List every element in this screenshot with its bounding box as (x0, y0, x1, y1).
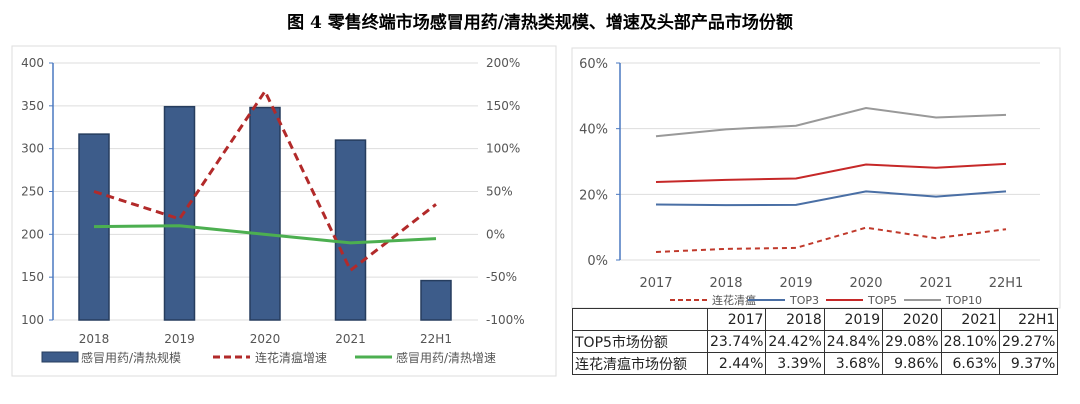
legend-label: 连花清瘟 (712, 293, 756, 307)
x-tick: 2020 (849, 276, 882, 291)
line-series (655, 226, 1007, 253)
table-cell: 24.42% (765, 330, 825, 353)
y-right-tick: 50% (486, 185, 513, 199)
x-tick: 22H1 (989, 276, 1024, 291)
table-cell: 23.74% (706, 330, 767, 353)
table-cell: 22H1 (998, 308, 1059, 331)
table-cell: 3.39% (765, 352, 825, 375)
y-left-tick: 250 (21, 185, 44, 199)
bar (163, 105, 196, 321)
y-right-tick: 100% (486, 142, 520, 156)
table-cell: 2021 (940, 308, 1000, 331)
x-tick: 2017 (639, 276, 672, 291)
y-left-tick: 300 (21, 142, 44, 156)
x-tick: 2018 (79, 332, 110, 346)
table-cell: 9.86% (882, 352, 942, 375)
table-cell: 2020 (882, 308, 942, 331)
x-tick: 22H1 (420, 332, 452, 346)
bar (249, 106, 281, 321)
legend-label: TOP10 (945, 294, 982, 307)
y-right-tick: 200% (486, 56, 520, 70)
table-cell: 连花清瘟市场份额 (572, 352, 708, 375)
table-cell: 24.84% (823, 330, 884, 353)
line-series (93, 224, 437, 245)
line-series (655, 162, 1007, 184)
table-cell: 2019 (823, 308, 884, 331)
x-tick: 2019 (164, 332, 195, 346)
y-right-tick: 150% (486, 99, 520, 113)
legend-label: TOP5 (867, 294, 897, 307)
legend-swatch (41, 351, 79, 363)
right-chart-frame (571, 47, 1061, 309)
bar (334, 139, 367, 321)
table-cell: 6.63% (940, 352, 1000, 375)
share-table: 2017 2018 2019 2020 2021 22H1 TOP5市场份额 23.74% 24… (572, 308, 1059, 375)
figure-title: 图 4 零售终端市场感冒用药/清热类规模、增速及头部产品市场份额 (287, 13, 793, 33)
y-tick: 60% (579, 57, 608, 72)
table-cell: 2018 (765, 308, 825, 331)
y-left-tick: 350 (21, 99, 44, 113)
line-series (655, 190, 1007, 207)
table-row: TOP5市场份额 23.74% 24.42% 24.84% 29.08% 28.10% 29… (572, 330, 1059, 353)
x-tick: 2019 (779, 276, 812, 291)
y-left-tick: 400 (21, 56, 44, 70)
table-cell: 29.27% (998, 330, 1059, 353)
table-cell: 2.44% (706, 352, 767, 375)
y-tick: 40% (579, 123, 608, 138)
y-left-tick: 100 (21, 313, 44, 327)
y-right-tick: -100% (486, 313, 525, 327)
line-series (655, 106, 1007, 138)
table-row: 连花清瘟市场份额 2.44% 3.39% 3.68% 9.86% 6.63% 9.37% (572, 352, 1059, 375)
table-cell: 28.10% (940, 330, 1000, 353)
y-right-tick: -50% (486, 270, 517, 284)
legend-label: 感冒用药/清热增速 (396, 350, 496, 365)
y-right-tick: 0% (486, 227, 505, 241)
table-cell: 2017 (706, 308, 767, 331)
table-cell: 3.68% (823, 352, 884, 375)
table-header: 2017 2018 2019 2020 2021 22H1 (572, 308, 1059, 331)
legend-label: 感冒用药/清热规模 (81, 350, 181, 365)
y-tick: 20% (579, 188, 608, 203)
table-cell: 29.08% (882, 330, 942, 353)
x-tick: 2021 (919, 276, 952, 291)
table-cell: TOP5市场份额 (572, 330, 708, 353)
x-tick: 2020 (250, 332, 281, 346)
table-cell (572, 308, 708, 331)
legend-label: TOP3 (789, 294, 819, 307)
line-series (93, 88, 437, 273)
table-cell: 9.37% (998, 352, 1059, 375)
x-tick: 2018 (709, 276, 742, 291)
left-chart-frame (11, 45, 557, 377)
bar (420, 279, 452, 321)
y-left-tick: 200 (21, 227, 44, 241)
y-tick: 0% (587, 254, 608, 269)
y-left-tick: 150 (21, 270, 44, 284)
legend-label: 连花清瘟增速 (255, 350, 327, 365)
x-tick: 2021 (335, 332, 366, 346)
